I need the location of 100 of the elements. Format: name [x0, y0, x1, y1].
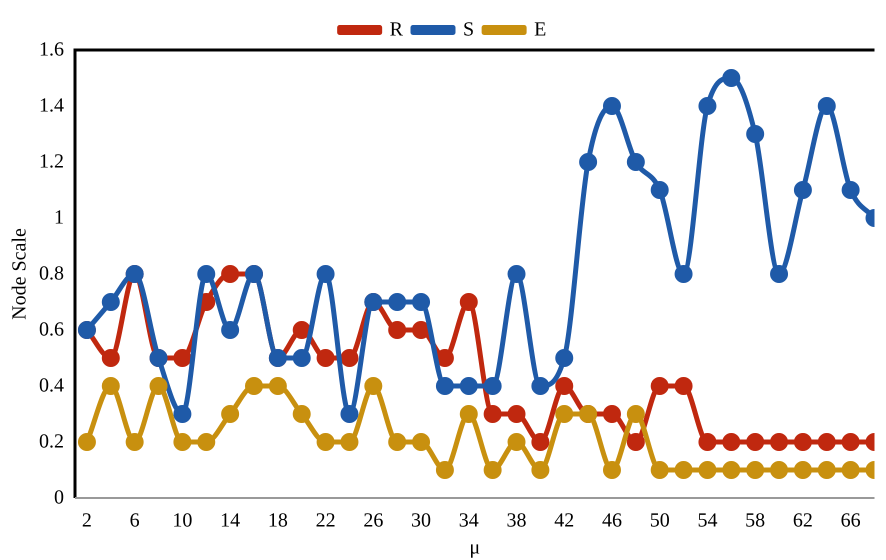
point: [412, 433, 430, 451]
point: [508, 433, 526, 451]
point: [555, 405, 574, 423]
point: [221, 405, 240, 423]
legend-label: E: [534, 18, 546, 40]
y-tick-label: 0: [54, 486, 64, 508]
point: [650, 461, 669, 479]
point: [102, 349, 120, 367]
point: [292, 321, 311, 339]
point: [746, 461, 764, 479]
point: [650, 377, 669, 395]
point: [626, 433, 645, 451]
point: [698, 461, 716, 479]
point: [650, 181, 669, 199]
point: [531, 461, 550, 479]
y-tick-label: 1.4: [39, 94, 64, 116]
point: [602, 405, 621, 423]
point: [794, 181, 812, 199]
point: [173, 405, 192, 423]
y-axis-title: Node Scale: [8, 228, 30, 320]
x-tick-label: 58: [745, 509, 766, 532]
point: [292, 349, 311, 367]
point: [78, 433, 96, 451]
legend-label: R: [390, 18, 404, 40]
point: [340, 405, 358, 423]
x-tick-label: 34: [458, 509, 479, 532]
point: [818, 97, 836, 115]
y-tick-label: 1.2: [39, 150, 64, 172]
point: [173, 349, 192, 367]
point: [698, 97, 716, 115]
point: [626, 153, 645, 171]
point: [102, 377, 120, 395]
x-tick-label: 42: [554, 509, 574, 532]
y-tick-label: 0.2: [39, 430, 64, 452]
point: [197, 265, 216, 283]
y-tick-label: 1: [54, 206, 64, 228]
point: [555, 377, 574, 395]
y-tick-label: 0.8: [39, 262, 64, 284]
point: [412, 293, 430, 311]
point: [746, 125, 764, 143]
point: [388, 293, 406, 311]
point: [340, 349, 358, 367]
point: [364, 377, 382, 395]
point: [602, 461, 621, 479]
point: [508, 265, 526, 283]
x-tick-label: 18: [268, 509, 288, 532]
point: [460, 293, 478, 311]
x-tick-label: 66: [840, 509, 861, 532]
point: [842, 433, 860, 451]
point: [173, 433, 192, 451]
point: [244, 377, 263, 395]
point: [531, 377, 550, 395]
point: [460, 377, 478, 395]
y-tick-label: 0.6: [39, 318, 64, 340]
point: [102, 293, 120, 311]
point: [221, 321, 240, 339]
point: [436, 349, 454, 367]
point: [674, 265, 693, 283]
point: [531, 433, 550, 451]
x-tick-label: 26: [363, 509, 384, 532]
point: [770, 265, 788, 283]
legend-label: S: [463, 18, 474, 40]
point: [268, 377, 287, 395]
x-tick-label: 46: [602, 509, 622, 532]
x-tick-label: 14: [220, 509, 240, 532]
point: [316, 433, 335, 451]
point: [722, 69, 740, 87]
x-tick-label: 6: [130, 509, 140, 532]
x-tick-label: 38: [506, 509, 527, 532]
x-tick-label: 2: [82, 509, 92, 532]
point: [484, 377, 502, 395]
point: [388, 321, 406, 339]
point: [579, 153, 598, 171]
point: [508, 405, 526, 423]
point: [842, 461, 860, 479]
point: [484, 405, 502, 423]
point: [698, 433, 716, 451]
point: [722, 461, 740, 479]
point: [602, 97, 621, 115]
point: [555, 349, 574, 367]
point: [770, 461, 788, 479]
point: [818, 433, 836, 451]
x-tick-label: 30: [411, 509, 432, 532]
x-tick-label: 50: [650, 509, 670, 532]
point: [316, 265, 335, 283]
point: [436, 377, 454, 395]
x-tick-label: 54: [697, 509, 718, 532]
point: [126, 433, 144, 451]
y-tick-label: 1.6: [39, 38, 64, 60]
x-tick-label: 62: [792, 509, 813, 532]
point: [292, 405, 311, 423]
point: [794, 461, 812, 479]
point: [221, 265, 240, 283]
point: [746, 433, 764, 451]
point: [794, 433, 812, 451]
point: [818, 461, 836, 479]
point: [197, 433, 216, 451]
point: [842, 181, 860, 199]
point: [412, 321, 430, 339]
point: [674, 461, 693, 479]
